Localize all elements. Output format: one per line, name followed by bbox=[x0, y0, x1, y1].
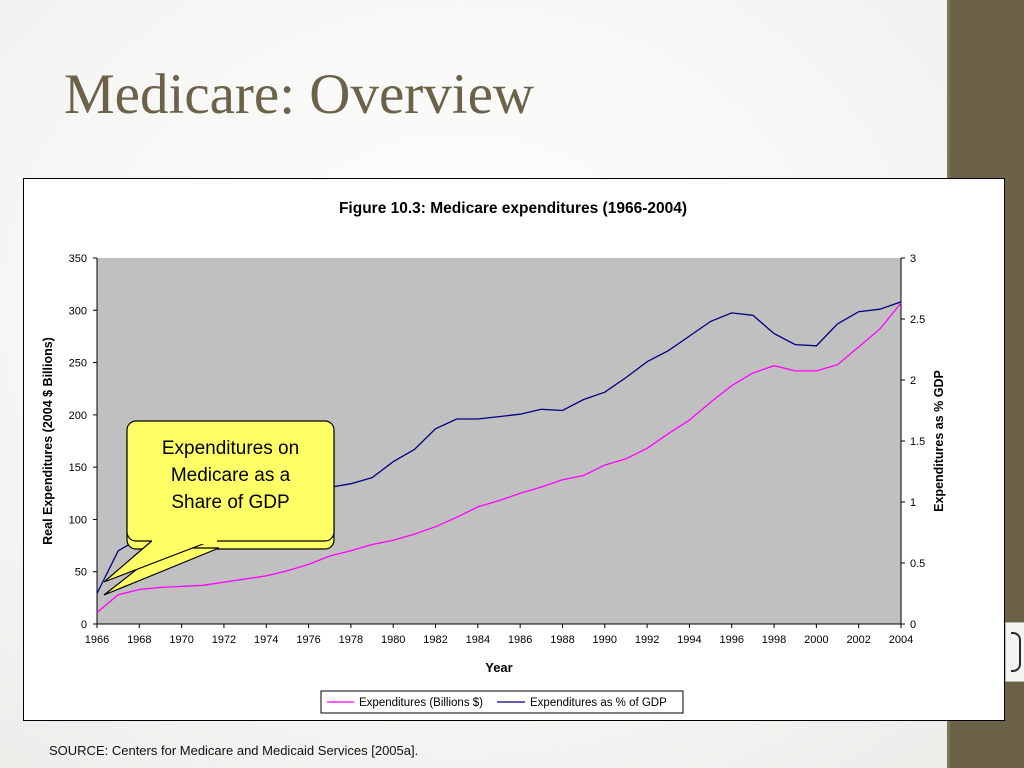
callout-text-line: Expenditures on bbox=[162, 438, 299, 459]
y-tick-label-left: 350 bbox=[69, 253, 87, 265]
y-tick-label-right: 1 bbox=[910, 497, 916, 509]
bracket-icon bbox=[1011, 632, 1021, 672]
callout-joint bbox=[152, 539, 217, 544]
x-tick-label: 1986 bbox=[508, 634, 532, 646]
y-axis-label-right: Expenditures as % GDP bbox=[932, 370, 946, 512]
x-tick-label: 1982 bbox=[423, 634, 447, 646]
x-tick-label: 1996 bbox=[719, 634, 743, 646]
x-tick-label: 1978 bbox=[339, 634, 363, 646]
x-tick-label: 2004 bbox=[889, 634, 913, 646]
chart-title: Figure 10.3: Medicare expenditures (1966… bbox=[339, 200, 687, 217]
source-note: SOURCE: Centers for Medicare and Medicai… bbox=[49, 743, 419, 758]
legend-label-expenditures: Expenditures (Billions $) bbox=[359, 697, 483, 709]
x-tick-label: 1976 bbox=[296, 634, 320, 646]
y-tick-label-left: 300 bbox=[69, 305, 87, 317]
callout-box bbox=[126, 420, 335, 542]
x-tick-label: 1968 bbox=[127, 634, 151, 646]
callout-text-line: Share of GDP bbox=[171, 492, 289, 513]
x-tick-label: 1990 bbox=[593, 634, 617, 646]
medicare-expenditure-chart: Figure 10.3: Medicare expenditures (1966… bbox=[41, 200, 946, 714]
x-tick-label: 1966 bbox=[85, 634, 109, 646]
page-title: Medicare: Overview bbox=[64, 63, 535, 126]
y-tick-label-right: 2.5 bbox=[910, 314, 925, 326]
y-axis-label-left: Real Expenditures (2004 $ Billions) bbox=[41, 337, 55, 545]
y-tick-label-right: 1.5 bbox=[910, 436, 925, 448]
legend-label-gdp-share: Expenditures as % of GDP bbox=[530, 697, 667, 709]
y-tick-label-left: 50 bbox=[75, 567, 87, 579]
chart-legend: Expenditures (Billions $) Expenditures a… bbox=[320, 690, 684, 714]
callout-pointer bbox=[103, 538, 217, 583]
chart-frame: Figure 10.3: Medicare expenditures (1966… bbox=[23, 178, 1005, 721]
x-tick-label: 2002 bbox=[846, 634, 870, 646]
x-tick-label: 2000 bbox=[804, 634, 828, 646]
y-tick-label-left: 0 bbox=[81, 619, 87, 631]
x-tick-label: 1992 bbox=[635, 634, 659, 646]
x-tick-label: 1980 bbox=[381, 634, 405, 646]
x-tick-label: 1988 bbox=[550, 634, 574, 646]
y-tick-label-left: 250 bbox=[69, 358, 87, 370]
y-tick-label-right: 0.5 bbox=[910, 558, 925, 570]
y-tick-label-right: 3 bbox=[910, 253, 916, 265]
x-tick-label: 1984 bbox=[466, 634, 490, 646]
x-tick-label: 1970 bbox=[169, 634, 193, 646]
y-tick-label-left: 200 bbox=[69, 410, 87, 422]
x-tick-label: 1998 bbox=[762, 634, 786, 646]
x-axis-label: Year bbox=[485, 660, 512, 675]
series-expenditures-line bbox=[96, 302, 902, 613]
x-tick-label: 1994 bbox=[677, 634, 701, 646]
y-tick-label-left: 150 bbox=[69, 462, 87, 474]
y-tick-label-left: 100 bbox=[69, 514, 87, 526]
callout-text-line: Medicare as a bbox=[171, 465, 291, 486]
x-tick-label: 1974 bbox=[254, 634, 278, 646]
x-tick-label: 1972 bbox=[212, 634, 236, 646]
y-tick-label-right: 2 bbox=[910, 375, 916, 387]
y-tick-label-right: 0 bbox=[910, 619, 916, 631]
